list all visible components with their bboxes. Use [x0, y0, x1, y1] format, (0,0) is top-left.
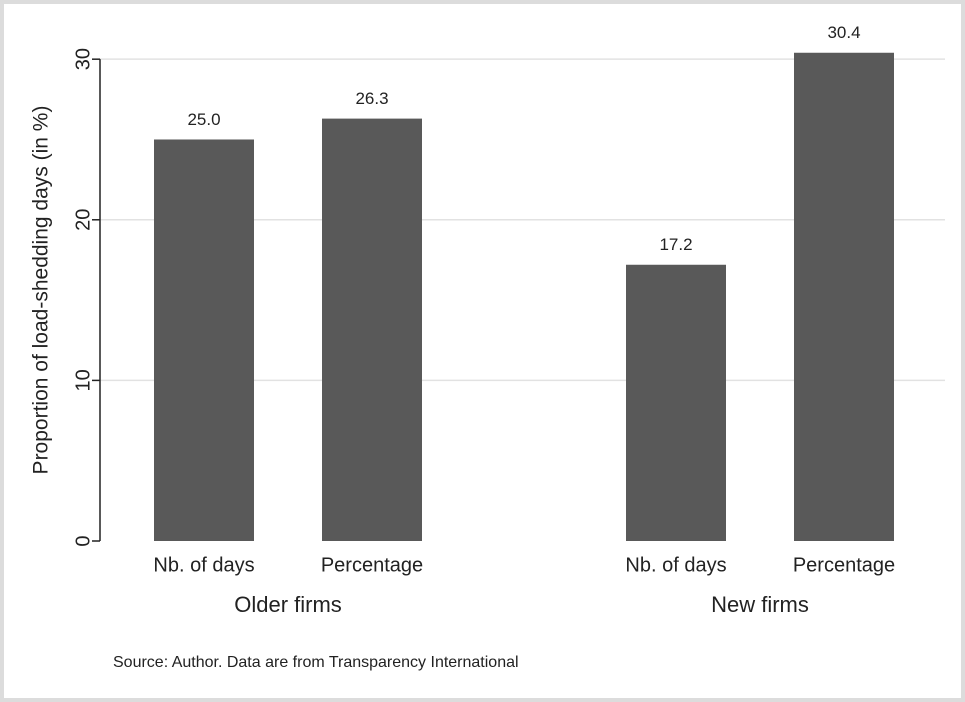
y-tick-label: 30	[72, 48, 94, 70]
source-note: Source: Author. Data are from Transparen…	[113, 654, 519, 671]
y-axis-title: Proportion of load-shedding days (in %)	[30, 106, 53, 475]
x-tick-label: Percentage	[793, 554, 895, 576]
bar	[322, 118, 422, 541]
value-label: 26.3	[355, 89, 388, 108]
y-tick-label: 20	[72, 209, 94, 231]
group-label: New firms	[711, 592, 809, 617]
value-label: 25.0	[187, 110, 220, 129]
x-tick-label: Nb. of days	[153, 554, 254, 576]
x-tick-label: Nb. of days	[625, 554, 726, 576]
value-label: 17.2	[659, 235, 692, 254]
y-tick-label: 0	[72, 535, 94, 546]
group-label: Older firms	[234, 592, 342, 617]
x-tick-label: Percentage	[321, 554, 423, 576]
bar	[154, 139, 254, 541]
value-label: 30.4	[827, 23, 860, 42]
bar	[626, 264, 726, 541]
y-tick-label: 10	[72, 369, 94, 391]
bar	[794, 52, 894, 542]
